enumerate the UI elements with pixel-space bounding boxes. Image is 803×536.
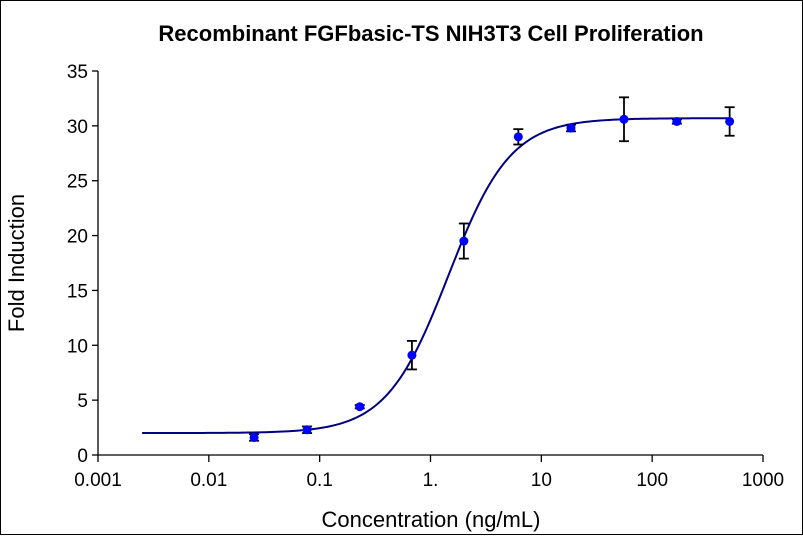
data-point-group (302, 425, 313, 435)
y-tick-label: 25 (67, 172, 88, 193)
y-tick-label: 35 (67, 62, 88, 83)
x-tick-label: 10 (531, 470, 552, 491)
data-point-group (671, 116, 682, 126)
data-point-group (249, 432, 260, 442)
data-points-group (249, 96, 735, 442)
fit-curve-group (142, 117, 730, 435)
data-point-group (565, 123, 576, 133)
data-point (355, 402, 365, 412)
y-tick-label: 10 (67, 336, 88, 357)
fit-curve (142, 117, 730, 435)
data-point-group (618, 96, 629, 143)
data-point-group (513, 128, 524, 146)
x-tick-label: 100 (636, 470, 668, 491)
data-point-group (406, 339, 417, 371)
y-tick-label: 5 (77, 391, 88, 412)
y-tick-label: 20 (67, 227, 88, 248)
data-point (725, 116, 735, 126)
x-tick-label: 1000 (742, 470, 784, 491)
x-tick-label: 1. (423, 470, 439, 491)
data-point (407, 350, 417, 360)
data-point-group (354, 402, 365, 412)
x-axis-label: Concentration (ng/mL) (322, 507, 541, 532)
x-tick-label: 0.1 (306, 470, 332, 491)
y-axis-label: Fold Induction (4, 194, 29, 332)
y-tick-label: 0 (77, 446, 88, 467)
data-point (302, 425, 312, 435)
data-point (566, 123, 576, 133)
y-tick-label: 15 (67, 281, 88, 302)
data-point-group (724, 106, 735, 137)
x-tick-label: 0.001 (74, 470, 122, 491)
y-tick-label: 30 (67, 117, 88, 138)
x-tick-label: 0.01 (190, 470, 227, 491)
data-point (513, 132, 523, 142)
chart-title: Recombinant FGFbasic-TS NIH3T3 Cell Prol… (158, 21, 703, 46)
data-point (249, 432, 259, 442)
axes: 0 5 10 15 20 25 30 35 0.001 0.01 0.1 1. 10 100 1000 (67, 62, 784, 491)
data-point (672, 116, 682, 126)
data-point-group (458, 222, 469, 260)
data-point (459, 236, 469, 246)
data-point (619, 114, 629, 124)
